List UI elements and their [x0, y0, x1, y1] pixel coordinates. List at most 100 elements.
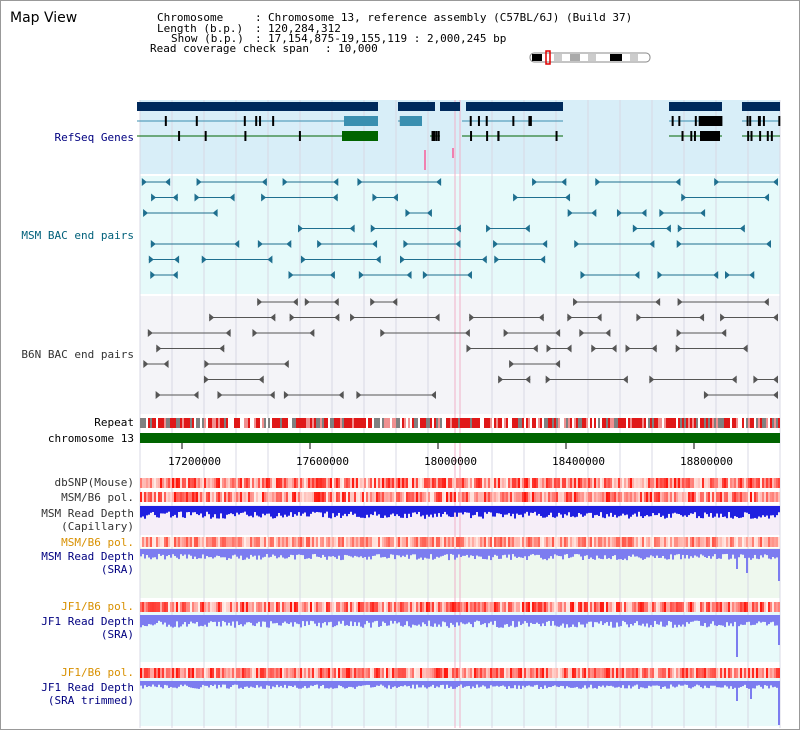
polymorphism-cell: [388, 537, 390, 547]
read-depth-bar: [620, 549, 622, 560]
read-depth-bar: [696, 506, 698, 519]
polymorphism-cell: [566, 478, 568, 488]
polymorphism-cell: [614, 668, 616, 678]
read-depth-bar: [196, 549, 198, 560]
read-depth-bar: [596, 681, 598, 689]
track-label-msm-depth-sra[interactable]: MSM Read Depth: [41, 550, 134, 563]
polymorphism-cell: [510, 668, 512, 678]
track-label-jf1-depth-trim[interactable]: JF1 Read Depth: [41, 681, 134, 694]
track-label-jf1-depth-sra[interactable]: JF1 Read Depth: [41, 615, 134, 628]
read-depth-bar: [298, 549, 300, 555]
read-depth-bar: [298, 615, 300, 625]
polymorphism-cell: [586, 478, 588, 488]
polymorphism-cell: [470, 492, 472, 502]
bac-end-marker: [749, 271, 755, 279]
polymorphism-cell: [340, 478, 342, 488]
polymorphism-cell: [478, 492, 480, 502]
polymorphism-cell: [632, 537, 634, 547]
track-label-jf1-b6-pol[interactable]: JF1/B6 pol.: [61, 600, 134, 613]
track-label-chromosome[interactable]: chromosome 13: [47, 432, 134, 445]
polymorphism-cell: [206, 602, 208, 612]
read-depth-bar: [662, 615, 664, 627]
polymorphism-cell: [442, 492, 444, 502]
polymorphism-cell: [522, 602, 524, 612]
polymorphism-cell: [588, 478, 590, 488]
bac-end-marker: [258, 375, 264, 384]
track-label-msm-depth-cap[interactable]: MSM Read Depth: [41, 507, 134, 520]
refseq-exon: [747, 131, 750, 141]
track-label-msm-bac[interactable]: MSM BAC end pairs: [21, 229, 134, 242]
read-depth-bar: [428, 681, 430, 688]
read-depth-bar: [776, 681, 778, 688]
polymorphism-cell: [234, 478, 236, 488]
repeat-segment: [624, 418, 626, 428]
polymorphism-cell: [224, 478, 226, 488]
polymorphism-cell: [170, 668, 172, 678]
read-depth-bar: [322, 615, 324, 624]
polymorphism-cell: [576, 492, 578, 502]
read-depth-bar: [394, 549, 396, 560]
repeat-segment: [478, 418, 480, 428]
track-label-msm-b6-pol[interactable]: MSM/B6 pol.: [61, 491, 134, 504]
refseq-exon: [720, 116, 723, 126]
polymorphism-cell: [436, 537, 438, 547]
polymorphism-cell: [474, 478, 476, 488]
polymorphism-cell: [296, 668, 298, 678]
polymorphism-cell: [606, 668, 608, 678]
read-depth-bar: [290, 506, 292, 513]
track-label-repeat[interactable]: Repeat: [94, 416, 134, 429]
read-depth-bar: [170, 549, 172, 558]
polymorphism-cell: [350, 492, 352, 502]
polymorphism-cell: [602, 492, 604, 502]
polymorphism-cell: [728, 537, 730, 547]
read-depth-bar: [514, 506, 516, 519]
read-depth-bar: [694, 549, 696, 556]
polymorphism-cell: [356, 668, 358, 678]
read-depth-bar: [728, 549, 730, 560]
track-label-refseq[interactable]: RefSeq Genes: [54, 131, 134, 144]
repeat-segment: [390, 418, 392, 428]
bac-end-marker: [357, 178, 363, 186]
repeat-segment: [446, 418, 448, 428]
polymorphism-cell: [152, 492, 154, 502]
read-depth-bar: [566, 615, 568, 625]
read-depth-bar: [684, 549, 686, 559]
track-label-b6n-bac[interactable]: B6N BAC end pairs: [21, 348, 134, 361]
polymorphism-cell: [690, 492, 692, 502]
read-depth-bar: [352, 549, 354, 558]
polymorphism-cell: [386, 668, 388, 678]
repeat-segment: [692, 418, 694, 428]
track-label-dbsnp[interactable]: dbSNP(Mouse): [54, 476, 134, 489]
read-depth-bar: [316, 681, 318, 685]
chromosome-ideogram[interactable]: [529, 50, 651, 65]
polymorphism-cell: [758, 668, 760, 678]
read-depth-bar: [302, 549, 304, 556]
repeat-segment: [458, 418, 460, 428]
bac-end-marker: [649, 240, 655, 248]
polymorphism-cell: [584, 537, 586, 547]
track-label-msm-depth-cap-sub: (Capillary): [61, 520, 134, 533]
read-depth-bar: [266, 615, 268, 628]
read-depth-bar: [760, 681, 762, 687]
repeat-segment: [310, 418, 312, 428]
read-depth-bar: [386, 615, 388, 626]
read-depth-bar: [482, 549, 484, 559]
bac-end-marker: [234, 240, 240, 248]
polymorphism-cell: [172, 537, 174, 547]
track-label-msm-b6-pol-2[interactable]: MSM/B6 pol.: [61, 536, 134, 549]
repeat-segment: [170, 418, 172, 428]
read-depth-bar: [760, 615, 762, 623]
polymorphism-cell: [342, 492, 344, 502]
repeat-segment: [534, 418, 536, 428]
polymorphism-cell: [698, 602, 700, 612]
read-depth-bar: [628, 549, 630, 556]
read-depth-bar: [700, 549, 702, 555]
read-depth-bar: [510, 615, 512, 626]
polymorphism-cell: [536, 668, 538, 678]
track-label-jf1-b6-pol-2[interactable]: JF1/B6 pol.: [61, 666, 134, 679]
read-depth-bar: [310, 615, 312, 621]
polymorphism-cell: [246, 602, 248, 612]
repeat-segment: [588, 418, 590, 428]
polymorphism-cell: [528, 478, 530, 488]
